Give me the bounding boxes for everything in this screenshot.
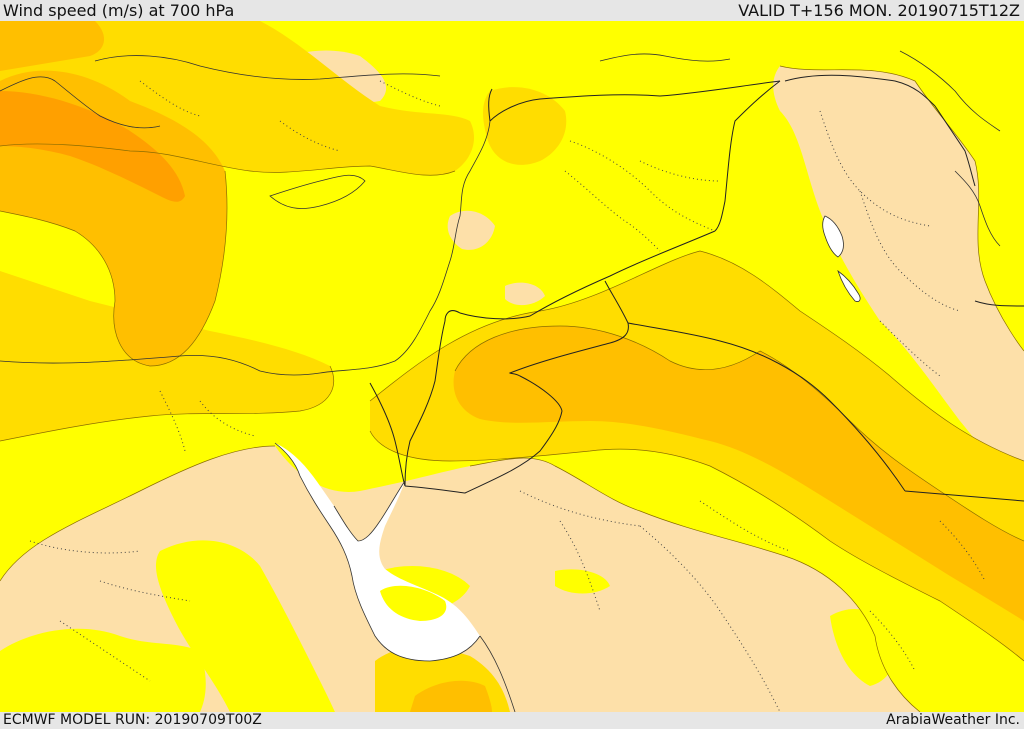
orange-zone-northwest-edge <box>0 21 105 71</box>
footer-bar: ECMWF MODEL RUN: 20190709T00Z ArabiaWeat… <box>0 712 1024 729</box>
orange-zone-iraq-band <box>453 326 1024 621</box>
map-title: Wind speed (m/s) at 700 hPa <box>3 1 235 20</box>
internal-boundaries <box>29 80 986 712</box>
yellow-pocket-east <box>830 608 897 686</box>
yellow-pocket-se <box>914 617 1024 712</box>
persian-gulf-gap <box>822 216 844 257</box>
calm-zone-levant <box>447 210 495 250</box>
country-borders <box>369 74 1024 502</box>
header-bar: Wind speed (m/s) at 700 hPa VALID T+156 … <box>0 0 1024 21</box>
yellow-pocket-sw <box>0 628 206 712</box>
sinai-yellow-inside-sea <box>380 585 447 621</box>
yellow-pocket-sw2 <box>155 540 335 712</box>
orange-zone-south <box>410 680 492 712</box>
strong-wind-core <box>0 91 185 202</box>
valid-time: VALID T+156 MON. 20190715T12Z <box>738 1 1020 20</box>
gulf-gap-2 <box>838 271 861 302</box>
calm-zone-jordan <box>505 282 545 306</box>
contour-lines <box>0 65 1024 712</box>
wind-speed-map <box>0 21 1024 712</box>
yellow-pocket-arabia2 <box>555 569 610 594</box>
coastlines <box>0 50 1001 712</box>
model-run: ECMWF MODEL RUN: 20190709T00Z <box>3 712 262 728</box>
credit: ArabiaWeather Inc. <box>886 712 1020 728</box>
gold-zone-syria <box>483 87 567 165</box>
